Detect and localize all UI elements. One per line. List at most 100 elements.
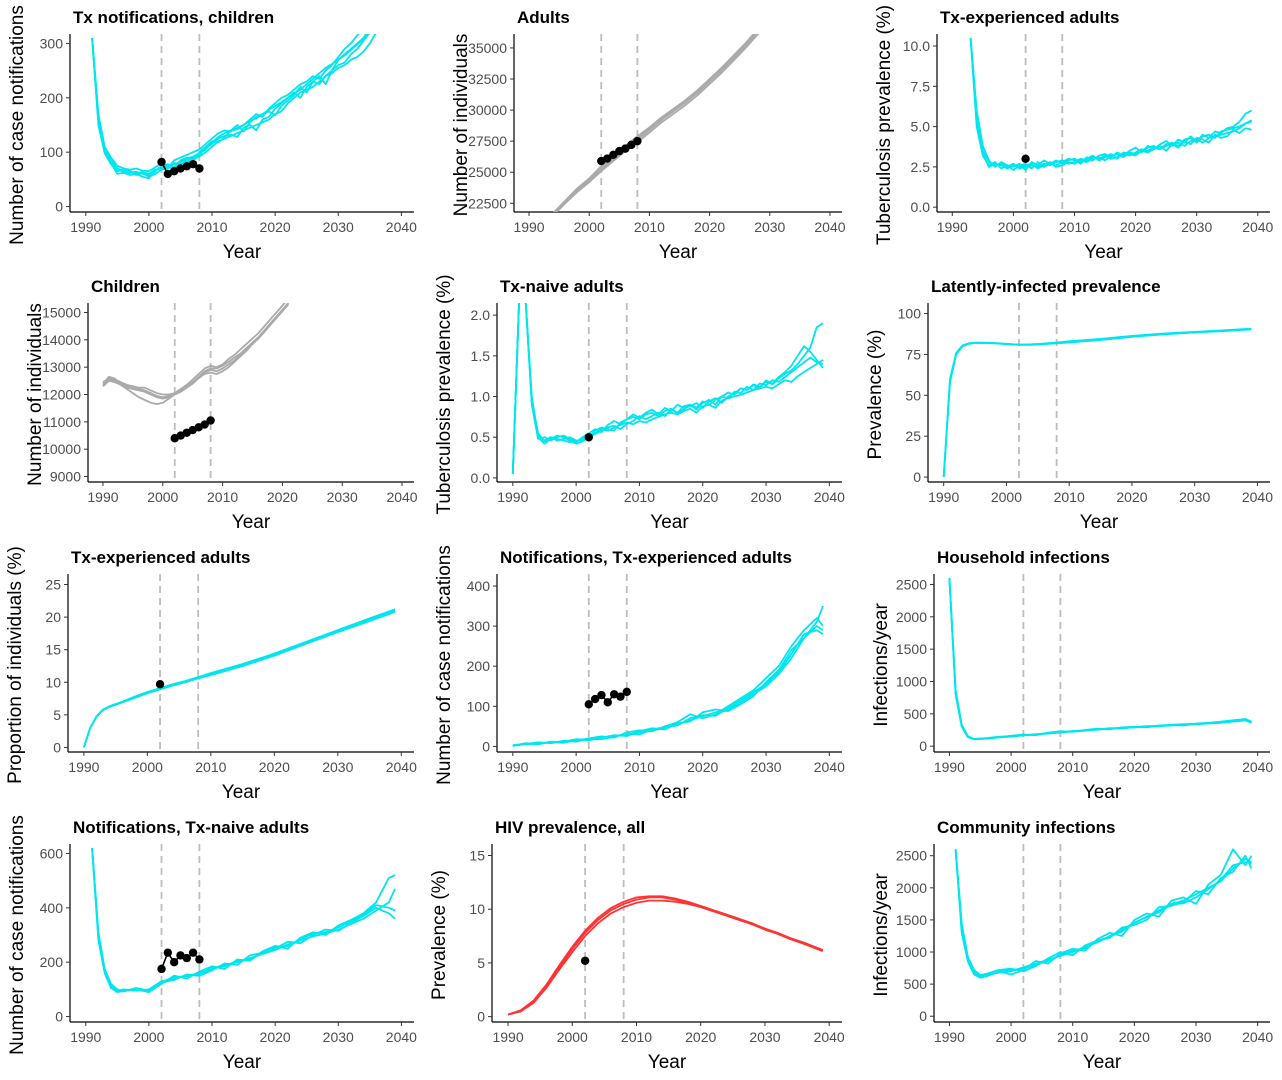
y-axis-label: Infections/year: [871, 873, 892, 997]
x-tick-label: 2040: [814, 1029, 845, 1045]
x-tick-label: 2000: [147, 489, 178, 505]
observed-point: [609, 150, 618, 160]
panel-12: Community infections Infections/year Year 0…: [871, 818, 1273, 1073]
series-line-2: [91, 847, 396, 993]
x-tick-label: 2020: [687, 489, 718, 505]
x-tick-label: 2010: [196, 219, 227, 235]
panel-title: Notifications, Tx-naive adults: [73, 818, 309, 837]
y-axis-label: Number of individuals: [451, 34, 472, 217]
y-tick-label: 1000: [896, 944, 927, 960]
observed-point: [616, 692, 625, 701]
y-tick-label: 22500: [468, 195, 507, 211]
observed-point: [584, 433, 593, 442]
x-tick-label: 2010: [1054, 489, 1085, 505]
x-tick-label: 2030: [749, 1029, 780, 1045]
x-tick-label: 2010: [621, 1029, 652, 1045]
series-line-2: [942, 327, 1252, 478]
panel-11: HIV prevalence, all Prevalence (%) Year 0 5 1…: [429, 818, 845, 1073]
series-line-1: [969, 37, 1252, 170]
x-axis-label: Year: [1084, 242, 1123, 263]
x-tick-label: 2020: [694, 219, 725, 235]
x-tick-label: 2020: [1119, 759, 1150, 775]
y-axis-label: Number of case notifications: [7, 5, 28, 245]
x-tick-label: 2030: [750, 759, 781, 775]
observed-point: [1021, 154, 1030, 164]
y-tick-label: 2.5: [911, 159, 931, 175]
x-tick-label: 2020: [1116, 489, 1147, 505]
panel-title: Community infections: [937, 818, 1116, 837]
x-tick-label: 2040: [386, 1029, 417, 1045]
y-tick-label: 1.0: [471, 389, 491, 405]
observed-point: [584, 700, 593, 709]
y-tick-label: 0.0: [471, 470, 491, 486]
x-tick-label: 2000: [557, 1029, 588, 1045]
y-tick-label: 30000: [468, 102, 507, 118]
x-tick-label: 1990: [513, 219, 544, 235]
observed-point: [157, 157, 166, 167]
series-group: [512, 605, 824, 747]
panel-3: Tx-experienced adults Tuberculosis preval…: [874, 5, 1274, 263]
series-line-4: [512, 629, 824, 747]
series-group: [942, 327, 1252, 478]
x-tick-label: 2040: [814, 219, 845, 235]
x-tick-label: 2000: [995, 759, 1026, 775]
series-line-3: [83, 609, 396, 748]
y-tick-label: 100: [898, 306, 922, 322]
x-tick-label: 2020: [687, 759, 718, 775]
observed-point: [188, 948, 198, 957]
y-tick-label: 0.5: [471, 429, 491, 445]
panel-title: Notifications, Tx-experienced adults: [500, 548, 792, 567]
panel-7: Tx-experienced adults Proportion of indiv…: [5, 546, 417, 803]
y-axis-label: Infections/year: [871, 603, 892, 727]
y-tick-label: 100: [40, 144, 64, 160]
observed-point: [200, 420, 209, 429]
x-tick-label: 2040: [386, 759, 417, 775]
x-tick-label: 2030: [1181, 219, 1212, 235]
x-tick-label: 2020: [260, 219, 291, 235]
observed-point: [157, 964, 166, 974]
y-tick-label: 10000: [42, 441, 81, 457]
x-tick-label: 2030: [1179, 489, 1210, 505]
x-tick-label: 2020: [267, 489, 298, 505]
x-tick-label: 2010: [1057, 1029, 1088, 1045]
series-line-3: [102, 303, 290, 406]
x-tick-label: 2030: [322, 759, 353, 775]
panel-6: Latently-infected prevalence Prevalence (…: [865, 277, 1273, 533]
observed-point: [627, 140, 636, 150]
y-tick-label: 2.0: [471, 307, 491, 323]
x-tick-label: 2040: [1242, 1029, 1273, 1045]
x-axis-label: Year: [222, 782, 261, 803]
x-tick-label: 1990: [492, 1029, 523, 1045]
x-tick-label: 2000: [991, 489, 1022, 505]
series-line-4: [511, 303, 824, 474]
series-group: [102, 303, 290, 406]
x-tick-label: 2000: [574, 219, 605, 235]
y-tick-label: 1.5: [471, 348, 491, 364]
panel-4: Children Number of individuals Year 9000 100…: [25, 277, 418, 533]
panel-title: Tx-experienced adults: [71, 548, 251, 567]
series-line-1: [91, 34, 367, 175]
y-tick-label: 0: [55, 199, 63, 215]
observed-point: [621, 144, 630, 153]
series-group: [553, 34, 760, 212]
x-tick-label: 2030: [1180, 759, 1211, 775]
x-tick-label: 1990: [68, 759, 99, 775]
series-line-1: [942, 328, 1252, 478]
observed-point: [633, 136, 642, 146]
series-line-2: [954, 848, 1253, 979]
panel-title: Children: [91, 277, 160, 296]
series-line-2: [948, 577, 1252, 741]
y-tick-label: 15: [45, 642, 61, 658]
panel-5: Tx-naive adults Tuberculosis prevalence (…: [434, 274, 845, 533]
x-axis-label: Year: [223, 1052, 262, 1073]
series-line-2: [969, 37, 1253, 172]
x-tick-label: 2030: [754, 219, 785, 235]
x-axis-label: Year: [1080, 512, 1119, 533]
observed-point: [597, 690, 606, 700]
y-tick-label: 100: [467, 698, 491, 714]
y-tick-label: 300: [467, 618, 491, 634]
series-group: [83, 608, 396, 748]
x-tick-label: 2040: [386, 489, 417, 505]
x-tick-label: 2000: [133, 1029, 164, 1045]
